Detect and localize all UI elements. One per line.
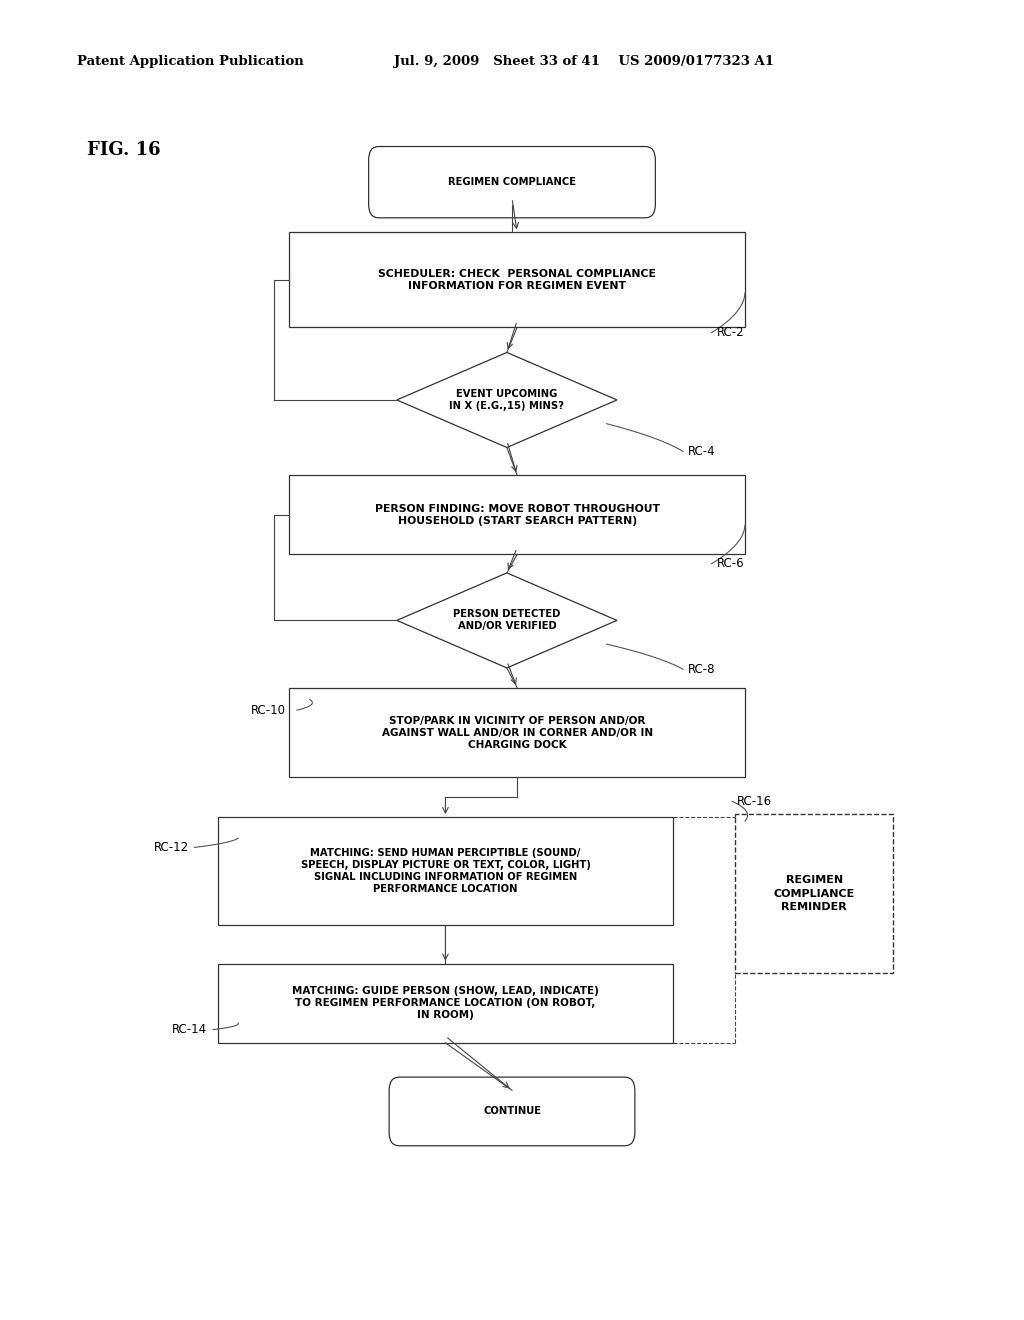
Text: FIG. 16: FIG. 16 [87,141,161,160]
Bar [735,814,893,973]
Polygon shape [397,352,616,447]
FancyBboxPatch shape [389,1077,635,1146]
Text: RC-16: RC-16 [737,795,772,808]
Text: Jul. 9, 2009   Sheet 33 of 41    US 2009/0177323 A1: Jul. 9, 2009 Sheet 33 of 41 US 2009/0177… [394,55,774,69]
Text: EVENT UPCOMING
IN X (E.G.,15) MINS?: EVENT UPCOMING IN X (E.G.,15) MINS? [450,389,564,411]
Text: REGIMEN
COMPLIANCE
REMINDER: REGIMEN COMPLIANCE REMINDER [773,875,855,912]
Text: CONTINUE: CONTINUE [483,1106,541,1117]
Text: MATCHING: GUIDE PERSON (SHOW, LEAD, INDICATE)
TO REGIMEN PERFORMANCE LOCATION (O: MATCHING: GUIDE PERSON (SHOW, LEAD, INDI… [292,986,599,1020]
Text: RC-8: RC-8 [688,663,716,676]
Text: PERSON DETECTED
AND/OR VERIFIED: PERSON DETECTED AND/OR VERIFIED [454,610,560,631]
Bar [289,475,745,554]
Text: RC-12: RC-12 [154,841,188,854]
Bar [217,964,674,1043]
Text: PERSON FINDING: MOVE ROBOT THROUGHOUT
HOUSEHOLD (START SEARCH PATTERN): PERSON FINDING: MOVE ROBOT THROUGHOUT HO… [375,504,659,525]
Text: RC-2: RC-2 [717,326,744,339]
Bar [217,817,674,925]
Polygon shape [397,573,616,668]
Bar [289,232,745,327]
Text: RC-4: RC-4 [688,445,716,458]
Text: SCHEDULER: CHECK  PERSONAL COMPLIANCE
INFORMATION FOR REGIMEN EVENT: SCHEDULER: CHECK PERSONAL COMPLIANCE INF… [378,269,656,290]
Text: STOP/PARK IN VICINITY OF PERSON AND/OR
AGAINST WALL AND/OR IN CORNER AND/OR IN
C: STOP/PARK IN VICINITY OF PERSON AND/OR A… [382,715,652,750]
Text: REGIMEN COMPLIANCE: REGIMEN COMPLIANCE [449,177,575,187]
Text: Patent Application Publication: Patent Application Publication [77,55,303,69]
FancyBboxPatch shape [369,147,655,218]
Text: RC-10: RC-10 [251,704,286,717]
Text: RC-6: RC-6 [717,557,744,570]
Text: MATCHING: SEND HUMAN PERCIPTIBLE (SOUND/
SPEECH, DISPLAY PICTURE OR TEXT, COLOR,: MATCHING: SEND HUMAN PERCIPTIBLE (SOUND/… [300,849,591,894]
Bar [289,688,745,777]
Text: RC-14: RC-14 [172,1023,207,1036]
